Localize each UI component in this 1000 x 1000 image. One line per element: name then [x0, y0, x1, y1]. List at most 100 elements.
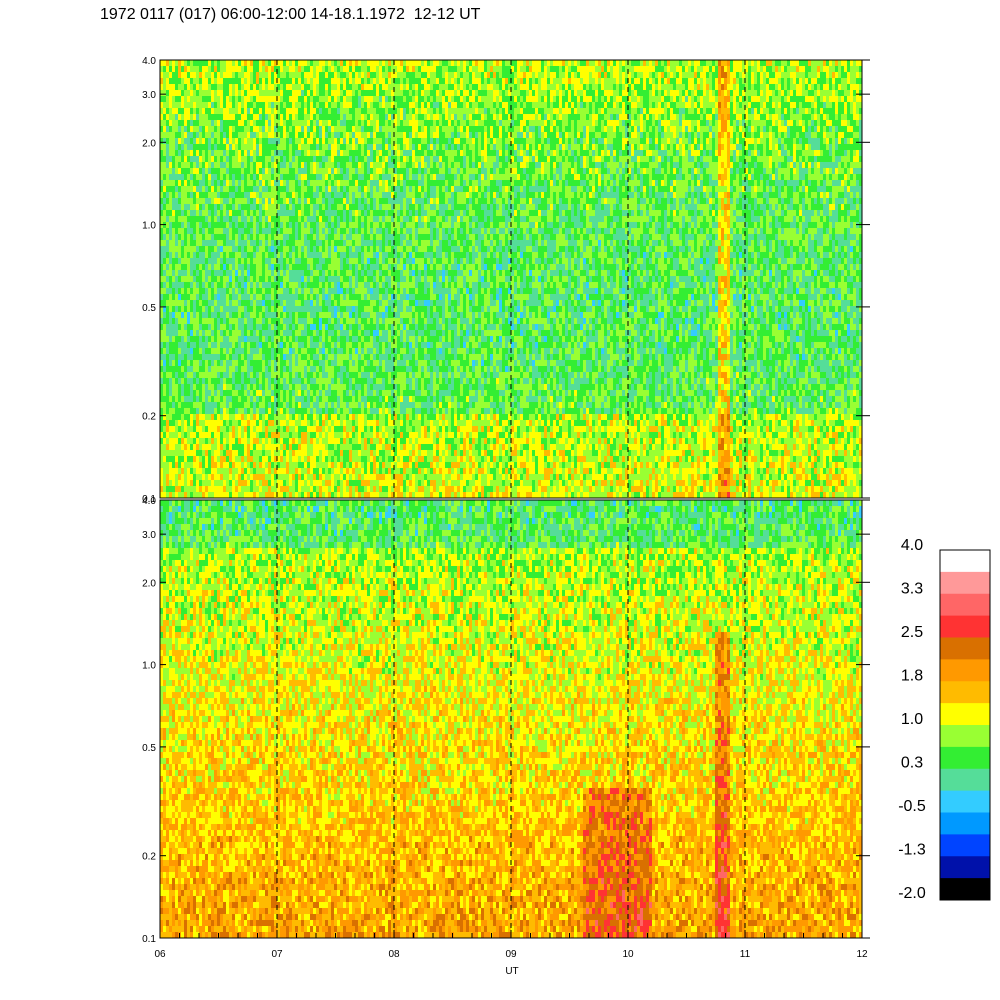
- heatmap-cell: [262, 90, 265, 96]
- heatmap-cell: [343, 180, 346, 186]
- heatmap-cell: [190, 372, 193, 378]
- heatmap-cell: [340, 372, 343, 378]
- heatmap-cell: [181, 402, 184, 408]
- heatmap-cell: [301, 492, 304, 498]
- heatmap-cell: [265, 216, 268, 222]
- heatmap-cell: [199, 234, 202, 240]
- heatmap-cell: [319, 336, 322, 342]
- heatmap-cell: [289, 252, 292, 258]
- heatmap-cell: [289, 294, 292, 300]
- heatmap-cell: [280, 330, 283, 336]
- heatmap-cell: [238, 330, 241, 336]
- heatmap-cell: [250, 108, 253, 114]
- heatmap-cell: [283, 450, 286, 456]
- heatmap-cell: [172, 180, 175, 186]
- heatmap-cell: [199, 450, 202, 456]
- heatmap-cell: [265, 204, 268, 210]
- heatmap-cell: [313, 366, 316, 372]
- heatmap-cell: [205, 432, 208, 438]
- heatmap-cell: [238, 486, 241, 492]
- heatmap-cell: [241, 354, 244, 360]
- heatmap-cell: [178, 168, 181, 174]
- heatmap-cell: [274, 468, 277, 474]
- heatmap-cell: [220, 414, 223, 420]
- heatmap-cell: [316, 174, 319, 180]
- heatmap-cell: [181, 360, 184, 366]
- heatmap-cell: [160, 150, 163, 156]
- heatmap-cell: [325, 138, 328, 144]
- heatmap-cell: [178, 84, 181, 90]
- heatmap-cell: [208, 324, 211, 330]
- heatmap-cell: [163, 276, 166, 282]
- heatmap-cell: [163, 210, 166, 216]
- heatmap-cell: [313, 258, 316, 264]
- heatmap-cell: [211, 384, 214, 390]
- heatmap-cell: [262, 228, 265, 234]
- heatmap-cell: [196, 282, 199, 288]
- heatmap-cell: [181, 66, 184, 72]
- heatmap-cell: [298, 264, 301, 270]
- heatmap-cell: [166, 420, 169, 426]
- heatmap-cell: [334, 240, 337, 246]
- heatmap-cell: [313, 444, 316, 450]
- heatmap-cell: [283, 72, 286, 78]
- heatmap-cell: [160, 192, 163, 198]
- heatmap-cell: [292, 180, 295, 186]
- heatmap-cell: [292, 450, 295, 456]
- heatmap-cell: [277, 60, 280, 66]
- heatmap-cell: [181, 438, 184, 444]
- heatmap-cell: [349, 450, 352, 456]
- heatmap-cell: [214, 264, 217, 270]
- heatmap-cell: [244, 222, 247, 228]
- heatmap-cell: [214, 384, 217, 390]
- heatmap-cell: [178, 420, 181, 426]
- heatmap-cell: [217, 228, 220, 234]
- heatmap-cell: [256, 426, 259, 432]
- heatmap-cell: [253, 480, 256, 486]
- heatmap-cell: [214, 426, 217, 432]
- heatmap-cell: [262, 192, 265, 198]
- heatmap-cell: [304, 396, 307, 402]
- heatmap-cell: [274, 234, 277, 240]
- heatmap-cell: [343, 480, 346, 486]
- heatmap-cell: [274, 114, 277, 120]
- heatmap-cell: [169, 132, 172, 138]
- heatmap-cell: [190, 66, 193, 72]
- heatmap-cell: [184, 306, 187, 312]
- heatmap-cell: [208, 312, 211, 318]
- heatmap-cell: [352, 162, 355, 168]
- heatmap-cell: [286, 396, 289, 402]
- heatmap-cell: [217, 186, 220, 192]
- heatmap-cell: [292, 318, 295, 324]
- heatmap-cell: [214, 294, 217, 300]
- heatmap-cell: [334, 78, 337, 84]
- heatmap-cell: [358, 144, 361, 150]
- heatmap-cell: [292, 156, 295, 162]
- heatmap-cell: [304, 480, 307, 486]
- heatmap-cell: [220, 444, 223, 450]
- heatmap-cell: [334, 408, 337, 414]
- heatmap-cell: [223, 240, 226, 246]
- heatmap-cell: [238, 384, 241, 390]
- heatmap-cell: [199, 114, 202, 120]
- heatmap-cell: [256, 126, 259, 132]
- heatmap-cell: [253, 330, 256, 336]
- heatmap-cell: [220, 108, 223, 114]
- heatmap-cell: [304, 120, 307, 126]
- heatmap-cell: [208, 150, 211, 156]
- heatmap-cell: [361, 114, 364, 120]
- heatmap-cell: [253, 186, 256, 192]
- heatmap-cell: [310, 456, 313, 462]
- heatmap-cell: [232, 384, 235, 390]
- heatmap-cell: [343, 174, 346, 180]
- heatmap-cell: [268, 414, 271, 420]
- heatmap-cell: [298, 96, 301, 102]
- heatmap-cell: [214, 486, 217, 492]
- heatmap-cell: [241, 462, 244, 468]
- heatmap-cell: [325, 270, 328, 276]
- heatmap-cell: [301, 486, 304, 492]
- heatmap-cell: [178, 198, 181, 204]
- heatmap-cell: [349, 468, 352, 474]
- heatmap-cell: [322, 378, 325, 384]
- heatmap-cell: [358, 216, 361, 222]
